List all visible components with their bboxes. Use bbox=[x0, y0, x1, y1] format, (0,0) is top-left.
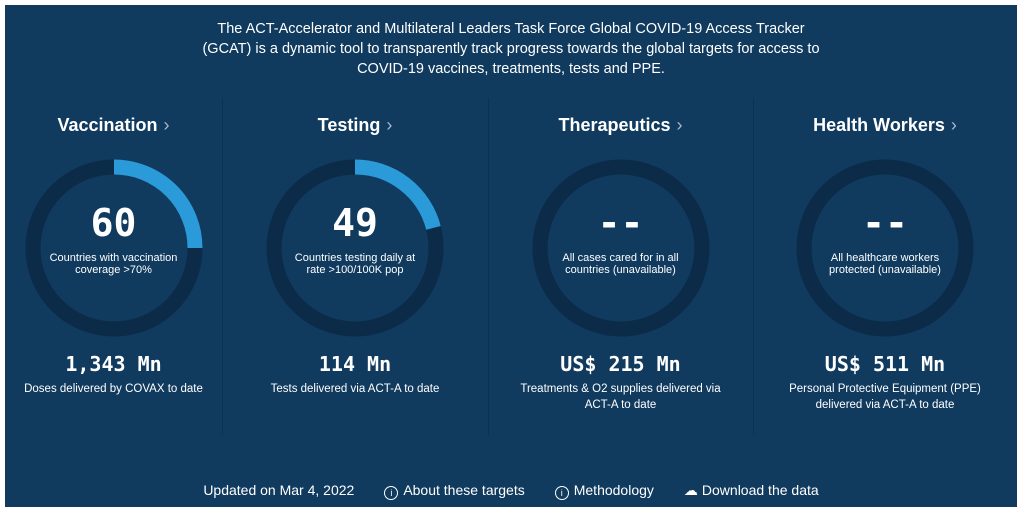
amount-value: 1,343 Mn bbox=[65, 352, 162, 376]
chevron-right-icon: › bbox=[163, 115, 170, 135]
methodology-link[interactable]: i Methodology bbox=[554, 482, 654, 500]
download-label: Download the data bbox=[701, 482, 819, 498]
about-label: About these targets bbox=[403, 482, 525, 498]
updated-date: Updated on Mar 4, 2022 bbox=[203, 482, 355, 498]
about-targets-link[interactable]: i About these targets bbox=[384, 482, 525, 500]
card-title: Therapeutics bbox=[558, 115, 671, 135]
ring-value: -- bbox=[597, 201, 644, 245]
card-title: Vaccination bbox=[57, 115, 158, 135]
methodology-label: Methodology bbox=[573, 482, 654, 498]
gcat-panel: The ACT-Accelerator and Multilateral Lea… bbox=[5, 5, 1017, 507]
ring-label: Countries testing daily at rate >100/100… bbox=[294, 252, 416, 276]
amount-label: Tests delivered via ACT-A to date bbox=[270, 383, 440, 395]
progress-ring bbox=[266, 159, 444, 337]
ring-track bbox=[532, 159, 709, 337]
ring-value: -- bbox=[862, 201, 908, 245]
amount-value: 114 Mn bbox=[318, 352, 392, 376]
card-title-link[interactable]: Testing › bbox=[222, 115, 488, 136]
info-icon: i bbox=[384, 486, 399, 500]
card-title-link[interactable]: Health Workers › bbox=[753, 115, 1017, 136]
progress-ring bbox=[25, 159, 202, 337]
download-data-link[interactable]: ☁ Download the data bbox=[684, 482, 819, 500]
card-title: Testing bbox=[317, 115, 381, 135]
chevron-right-icon: › bbox=[950, 115, 957, 135]
ring-progress bbox=[25, 159, 202, 337]
chevron-right-icon: › bbox=[676, 115, 683, 135]
ring-value: 49 bbox=[332, 201, 378, 245]
progress-ring bbox=[796, 159, 974, 337]
amount-label: Doses delivered by COVAX to date bbox=[24, 383, 203, 395]
footer: Updated on Mar 4, 2022 i About these targ… bbox=[5, 482, 1017, 500]
intro-text: The ACT-Accelerator and Multilateral Lea… bbox=[202, 21, 820, 77]
amount-label: Treatments & O2 supplies delivered via A… bbox=[520, 383, 721, 411]
amount-value: US$ 215 Mn bbox=[560, 352, 681, 376]
info-icon: i bbox=[554, 486, 569, 500]
card-title: Health Workers bbox=[813, 115, 945, 135]
ring-track bbox=[796, 159, 974, 337]
ring-label: All healthcare workers protected (unavai… bbox=[829, 252, 941, 276]
amount-value: US$ 511 Mn bbox=[824, 352, 946, 376]
card-health-workers: Health Workers › -- All healthcare worker… bbox=[753, 98, 1017, 435]
ring-progress bbox=[266, 159, 444, 337]
ring-label: Countries with vaccination coverage >70% bbox=[49, 252, 178, 276]
progress-ring bbox=[532, 159, 709, 337]
amount-label: Personal Protective Equipment (PPE) deli… bbox=[789, 383, 981, 411]
card-vaccination: Vaccination › 60 Countries with vaccinati… bbox=[5, 98, 223, 435]
card-therapeutics: Therapeutics › -- All cases cared for in … bbox=[488, 98, 754, 435]
chevron-right-icon: › bbox=[386, 115, 393, 135]
card-title-link[interactable]: Vaccination › bbox=[5, 115, 222, 136]
card-testing: Testing › 49 Countries testing daily at r… bbox=[222, 98, 489, 435]
cloud-download-icon: ☁ bbox=[683, 482, 698, 498]
ring-value: 60 bbox=[90, 201, 137, 245]
ring-label: All cases cared for in all countries (un… bbox=[562, 252, 679, 276]
card-title-link[interactable]: Therapeutics › bbox=[488, 115, 753, 136]
